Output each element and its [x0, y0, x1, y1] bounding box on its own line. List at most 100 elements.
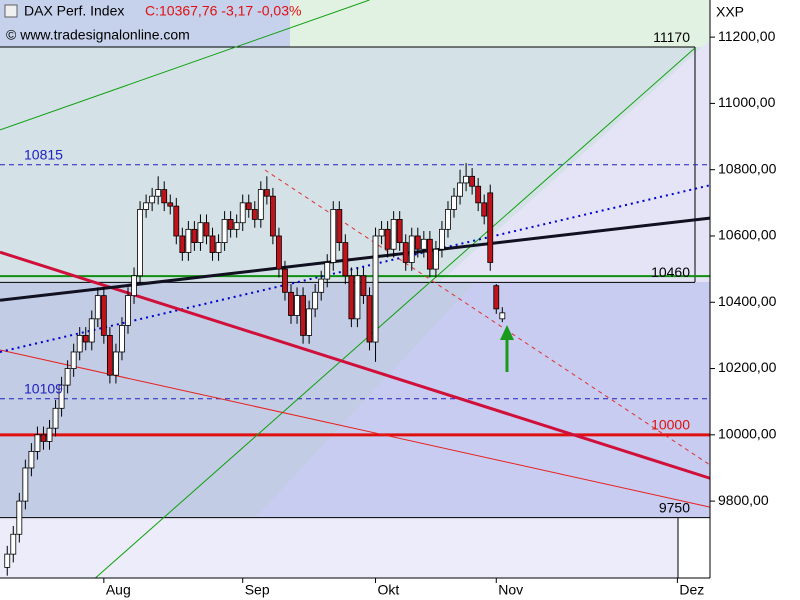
candle-body [342, 242, 349, 277]
candle-body [106, 334, 113, 376]
y-tick-label: 11000,00 [718, 94, 776, 110]
candle-body [475, 185, 482, 204]
trend-line [0, 349, 711, 508]
candle-body [185, 228, 192, 253]
candle-body [119, 325, 125, 353]
candle-body [215, 242, 222, 253]
quote: C:10367,76 -3,17 -0,03% [145, 3, 301, 19]
candle-body [360, 275, 367, 297]
candle-body [197, 222, 204, 244]
candle-body [487, 192, 494, 263]
candle-body [469, 175, 476, 187]
candle-body [312, 291, 319, 310]
trend-line [0, 250, 711, 480]
candle-body [22, 467, 29, 502]
candle-body [131, 275, 137, 297]
candle-body [28, 450, 35, 469]
candle-body [82, 334, 89, 343]
x-tick-label: Sep [245, 582, 270, 598]
candle-body [384, 228, 391, 250]
candle-body [354, 275, 361, 320]
candle-body [4, 553, 11, 568]
candle-body [179, 235, 186, 253]
candle-body [439, 228, 445, 250]
y-tick-label: 10600,00 [718, 227, 777, 243]
candle-body [481, 202, 488, 217]
trend-line [0, 216, 711, 302]
candle-body [348, 275, 355, 320]
candle-body [40, 434, 47, 442]
x-tick-label: Aug [106, 582, 131, 598]
candle-body [137, 209, 143, 277]
level-label: 11170 [653, 29, 690, 45]
price-axis [710, 0, 800, 600]
candle-body [251, 209, 258, 220]
candle-body [113, 351, 119, 376]
middle-zone-left [0, 282, 475, 518]
lower-zone [0, 518, 678, 578]
candle-body [16, 500, 23, 535]
candle-body [263, 189, 270, 197]
candle-body [396, 219, 403, 244]
candle-body [366, 295, 373, 343]
candle-body [155, 189, 162, 197]
candle-body [463, 175, 469, 184]
trend-line [95, 47, 696, 579]
upper-zone-right [440, 40, 710, 282]
candle-body [94, 295, 101, 320]
y-tick-label: 10200,00 [718, 359, 777, 375]
candle-body [64, 368, 71, 386]
candle-body [282, 268, 288, 293]
x-tick-label: Nov [498, 582, 523, 598]
candle-body [433, 248, 439, 270]
y-tick-label: 11200,00 [718, 28, 776, 44]
candle-body [209, 235, 216, 253]
candle-body [167, 202, 174, 207]
candle-body [269, 195, 276, 237]
header-box [0, 0, 290, 47]
candle-body [426, 238, 433, 270]
candle-body [408, 235, 415, 263]
trend-line [0, 0, 370, 131]
candle-body [300, 295, 306, 336]
trend-line [0, 184, 711, 353]
candle-body [10, 533, 17, 555]
candle-body [161, 189, 168, 204]
symbol-name: DAX Perf. Index [24, 3, 124, 19]
level-label: 10109 [24, 380, 63, 396]
candle-body [420, 238, 427, 250]
source: © www.tradesignalonline.com [6, 27, 190, 43]
x-tick-label: Dez [679, 582, 704, 598]
level-label: 10000 [651, 417, 690, 433]
level-label: 10460 [651, 264, 690, 280]
candle-body [227, 219, 234, 230]
x-tick-label: Okt [378, 582, 400, 598]
candle-body [390, 219, 397, 250]
time-axis [0, 578, 800, 600]
candle-body [324, 262, 331, 280]
plot-area [0, 0, 711, 579]
candle-body [318, 278, 325, 293]
annotation-arrow-head [500, 325, 514, 340]
candle-body [257, 189, 264, 220]
candle-body [245, 202, 252, 210]
candle-body [100, 295, 107, 336]
y-tick-label: 10000,00 [718, 426, 777, 442]
candle-body [336, 209, 343, 244]
candle-body [451, 195, 457, 210]
y-tick-label: 10400,00 [718, 293, 777, 309]
candle-body [221, 219, 228, 244]
candle-body [46, 427, 53, 442]
candle-body [88, 318, 95, 343]
candle-body [294, 295, 300, 316]
candle-body [372, 235, 379, 343]
candle-body [58, 384, 65, 409]
window-checkbox[interactable] [4, 4, 18, 18]
candle-body [76, 334, 83, 353]
axis-unit: XXP [716, 4, 744, 20]
level-label: 10815 [24, 146, 63, 162]
candle-body [499, 312, 506, 320]
candle-body [306, 308, 313, 336]
candle-body [330, 209, 337, 263]
